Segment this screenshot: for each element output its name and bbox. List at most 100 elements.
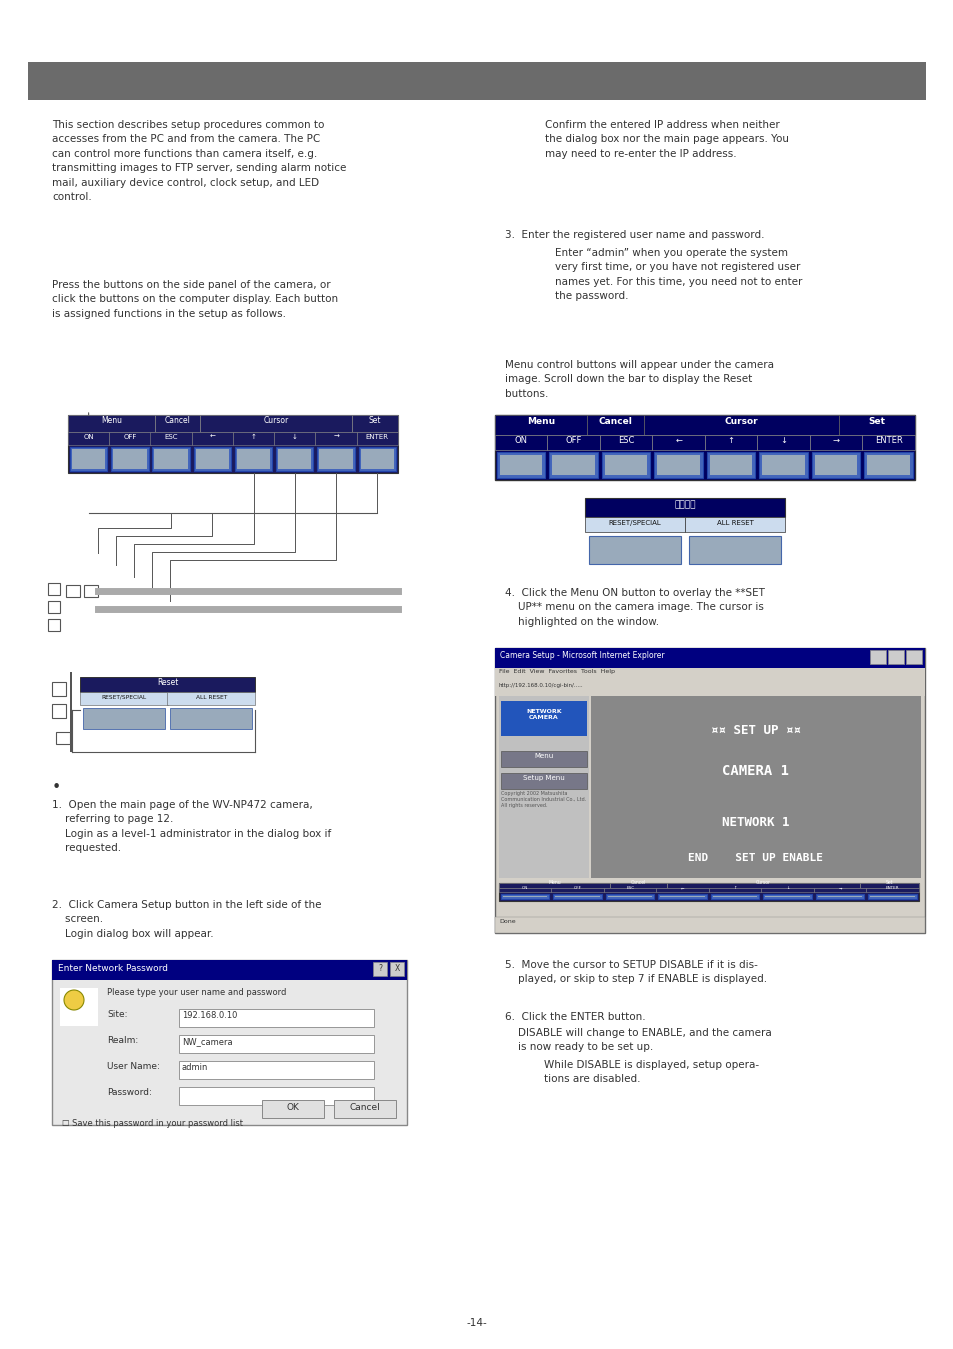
Text: END    SET UP ENABLE: END SET UP ENABLE bbox=[688, 853, 822, 863]
Text: ENTER: ENTER bbox=[885, 886, 899, 890]
Text: User Name:: User Name: bbox=[107, 1062, 160, 1071]
Text: ↑: ↑ bbox=[251, 434, 256, 440]
Bar bbox=[584, 517, 684, 533]
Bar bbox=[48, 619, 60, 631]
Bar bbox=[599, 434, 652, 451]
Bar bbox=[684, 517, 784, 533]
Bar bbox=[48, 602, 60, 612]
Bar bbox=[500, 773, 586, 789]
Text: Cursor: Cursor bbox=[756, 880, 770, 885]
Text: admin: admin bbox=[182, 1063, 208, 1072]
Text: http://192.168.0.10/cgi-bin/.....: http://192.168.0.10/cgi-bin/..... bbox=[498, 683, 583, 688]
Text: 5.  Move the cursor to SETUP DISABLE if it is dis-
    played, or skip to step 7: 5. Move the cursor to SETUP DISABLE if i… bbox=[504, 960, 766, 985]
Bar bbox=[500, 701, 586, 737]
Text: Confirm the entered IP address when neither
the dialog box nor the main page app: Confirm the entered IP address when neit… bbox=[544, 120, 788, 159]
Bar bbox=[495, 415, 587, 434]
Text: ↓: ↓ bbox=[292, 434, 297, 440]
Bar bbox=[152, 447, 190, 471]
Bar bbox=[200, 415, 352, 433]
Bar bbox=[869, 650, 885, 664]
Bar bbox=[60, 987, 98, 1027]
Text: 6.  Click the ENTER button.: 6. Click the ENTER button. bbox=[504, 1012, 645, 1023]
Bar bbox=[192, 433, 233, 445]
Bar bbox=[356, 433, 397, 445]
Bar bbox=[274, 433, 315, 445]
Bar bbox=[193, 447, 231, 471]
Bar bbox=[757, 434, 809, 451]
Bar bbox=[66, 585, 80, 598]
Bar bbox=[762, 894, 811, 898]
Bar bbox=[495, 648, 924, 668]
Text: ↑: ↑ bbox=[733, 886, 737, 890]
Bar bbox=[604, 455, 647, 475]
Text: ?: ? bbox=[377, 965, 381, 973]
Bar bbox=[498, 889, 551, 892]
Bar bbox=[709, 455, 752, 475]
Text: ↓: ↓ bbox=[785, 886, 789, 890]
Text: NW_camera: NW_camera bbox=[182, 1037, 233, 1045]
Bar bbox=[643, 415, 839, 434]
Bar bbox=[495, 917, 924, 934]
Bar bbox=[317, 447, 355, 471]
Bar bbox=[499, 455, 542, 475]
Text: Please type your user name and password: Please type your user name and password bbox=[107, 987, 286, 997]
Text: ↑: ↑ bbox=[727, 436, 734, 445]
Bar bbox=[497, 452, 545, 478]
Text: Cursor: Cursor bbox=[263, 417, 288, 425]
Text: Press the buttons on the side panel of the camera, or
click the buttons on the c: Press the buttons on the side panel of t… bbox=[52, 281, 337, 318]
Text: Set: Set bbox=[368, 417, 381, 425]
Bar bbox=[860, 884, 918, 889]
Bar bbox=[352, 415, 397, 433]
Bar bbox=[710, 894, 759, 898]
Bar bbox=[666, 884, 860, 889]
Text: DISABLE will change to ENABLE, and the camera
    is now ready to be set up.: DISABLE will change to ENABLE, and the c… bbox=[504, 1028, 771, 1052]
Bar bbox=[168, 692, 254, 704]
Circle shape bbox=[64, 990, 84, 1010]
Bar bbox=[587, 415, 643, 434]
Bar bbox=[601, 452, 650, 478]
Bar bbox=[708, 889, 760, 892]
Text: ON: ON bbox=[521, 886, 528, 890]
Bar bbox=[584, 498, 784, 517]
Text: -14-: -14- bbox=[466, 1318, 487, 1327]
Text: Set: Set bbox=[885, 880, 892, 885]
Bar bbox=[71, 449, 105, 469]
Bar bbox=[498, 881, 920, 902]
Bar bbox=[52, 683, 66, 696]
Bar bbox=[862, 434, 914, 451]
Bar bbox=[52, 960, 407, 979]
Bar bbox=[704, 434, 757, 451]
Bar bbox=[547, 434, 599, 451]
Bar bbox=[84, 585, 98, 598]
Bar bbox=[373, 962, 387, 975]
Bar bbox=[171, 707, 252, 728]
Text: NETWORK
CAMERA: NETWORK CAMERA bbox=[526, 710, 561, 720]
Bar bbox=[262, 1099, 324, 1118]
Text: File  Edit  View  Favorites  Tools  Help: File Edit View Favorites Tools Help bbox=[498, 669, 615, 674]
Text: Cursor: Cursor bbox=[724, 417, 758, 426]
Bar bbox=[865, 889, 918, 892]
Bar bbox=[236, 449, 270, 469]
Text: Site:: Site: bbox=[107, 1010, 128, 1018]
Bar bbox=[867, 894, 916, 898]
Text: X: X bbox=[394, 965, 399, 973]
Text: •: • bbox=[52, 780, 61, 795]
Text: Cancel: Cancel bbox=[165, 417, 191, 425]
Bar bbox=[815, 894, 863, 898]
Text: ¤¤ SET UP ¤¤: ¤¤ SET UP ¤¤ bbox=[710, 724, 801, 737]
Text: ESC: ESC bbox=[618, 436, 634, 445]
Text: →: → bbox=[832, 436, 839, 445]
Bar bbox=[52, 960, 407, 1125]
Bar bbox=[48, 583, 60, 595]
Text: ENTER: ENTER bbox=[366, 434, 389, 440]
Bar bbox=[495, 415, 914, 480]
Bar bbox=[498, 884, 610, 889]
Bar bbox=[814, 455, 857, 475]
Text: 192.168.0.10: 192.168.0.10 bbox=[182, 1010, 237, 1020]
Bar bbox=[83, 707, 164, 728]
Bar bbox=[500, 894, 549, 898]
Bar bbox=[112, 447, 149, 471]
Bar bbox=[813, 889, 865, 892]
Text: 3.  Enter the registered user name and password.: 3. Enter the registered user name and pa… bbox=[504, 229, 763, 240]
Bar bbox=[603, 889, 656, 892]
